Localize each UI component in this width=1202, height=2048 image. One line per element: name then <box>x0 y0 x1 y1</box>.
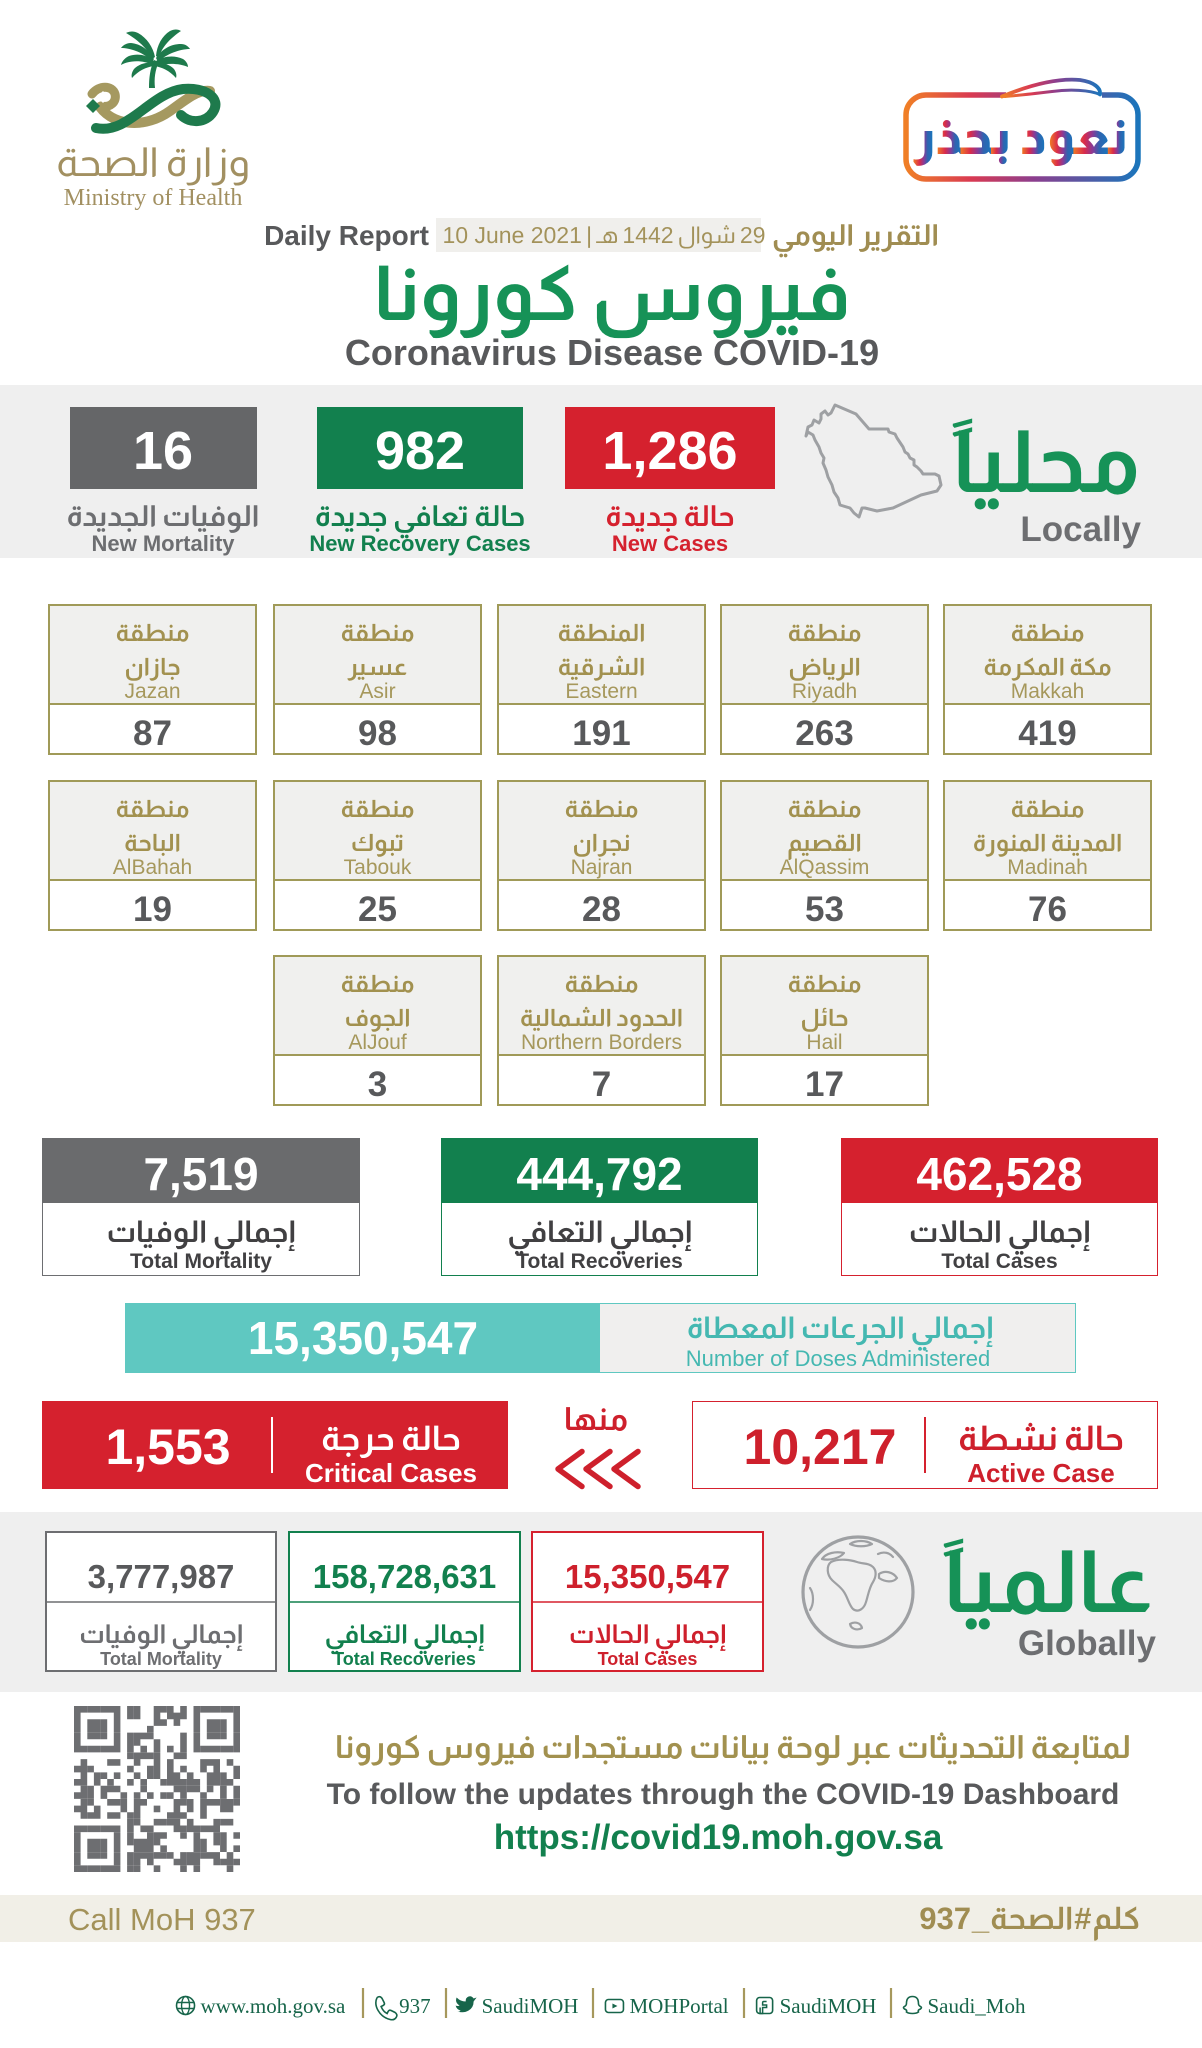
svg-text:Riyadh: Riyadh <box>792 680 857 703</box>
svg-text:158,728,631: 158,728,631 <box>313 1558 497 1595</box>
svg-text:AlJouf: AlJouf <box>348 1031 407 1054</box>
svg-text:28: 28 <box>582 890 621 929</box>
svg-text:76: 76 <box>1028 890 1067 929</box>
svg-text:Asir: Asir <box>359 680 395 703</box>
svg-text:Total Mortality: Total Mortality <box>100 1649 222 1669</box>
svg-text:Critical Cases: Critical Cases <box>305 1458 477 1488</box>
svg-text:17: 17 <box>805 1065 844 1104</box>
svg-text:To follow the updates through: To follow the updates through the COVID-… <box>327 1778 1120 1811</box>
svg-text:15,350,547: 15,350,547 <box>248 1312 478 1364</box>
svg-text:Makkah: Makkah <box>1011 680 1085 703</box>
svg-text:Globally: Globally <box>1018 1624 1157 1663</box>
svg-text:3: 3 <box>368 1065 387 1104</box>
svg-text:53: 53 <box>805 890 844 929</box>
svg-text:https://covid19.moh.gov.sa: https://covid19.moh.gov.sa <box>494 1818 943 1857</box>
svg-text:Coronavirus Disease COVID-19: Coronavirus Disease COVID-19 <box>345 332 879 373</box>
svg-text:Saudi_Moh: Saudi_Moh <box>927 1994 1026 2018</box>
svg-text:Locally: Locally <box>1020 510 1141 549</box>
svg-text:19: 19 <box>133 890 172 929</box>
svg-text:15,350,547: 15,350,547 <box>565 1558 730 1595</box>
svg-text:Madinah: Madinah <box>1007 856 1088 879</box>
svg-text:10,217: 10,217 <box>744 1419 897 1475</box>
svg-text:Ministry of Health: Ministry of Health <box>64 185 243 211</box>
svg-text:SaudiMOH: SaudiMOH <box>482 1994 579 2018</box>
svg-text:Number of Doses Administered: Number of Doses Administered <box>686 1346 990 1371</box>
svg-text:SaudiMOH: SaudiMOH <box>780 1994 877 2018</box>
svg-text:25: 25 <box>358 890 397 929</box>
svg-text:462,528: 462,528 <box>916 1148 1082 1200</box>
svg-text:16: 16 <box>133 421 193 481</box>
svg-text:Northern Borders: Northern Borders <box>521 1031 682 1054</box>
svg-text:419: 419 <box>1018 714 1076 753</box>
svg-text:Jazan: Jazan <box>124 680 180 703</box>
svg-text:www.moh.gov.sa: www.moh.gov.sa <box>201 1994 347 2018</box>
svg-text:98: 98 <box>358 714 397 753</box>
svg-text:87: 87 <box>133 714 172 753</box>
svg-text:Eastern: Eastern <box>565 680 637 703</box>
svg-text:Total Cases: Total Cases <box>598 1649 698 1669</box>
svg-text:191: 191 <box>572 714 630 753</box>
svg-text:New Mortality: New Mortality <box>91 531 235 556</box>
svg-text:Najran: Najran <box>571 856 633 879</box>
svg-text:937: 937 <box>399 1994 431 2018</box>
svg-text:Total Mortality: Total Mortality <box>130 1250 272 1273</box>
svg-text:7: 7 <box>592 1065 611 1104</box>
svg-text:263: 263 <box>795 714 853 753</box>
svg-text:Total Recoveries: Total Recoveries <box>333 1649 476 1669</box>
svg-text:982: 982 <box>375 421 465 481</box>
svg-text:Total Recoveries: Total Recoveries <box>516 1250 683 1273</box>
svg-text:1,286: 1,286 <box>602 421 737 481</box>
svg-text:3,777,987: 3,777,987 <box>88 1558 235 1595</box>
svg-text:Total Cases: Total Cases <box>941 1250 1057 1273</box>
svg-text:New Cases: New Cases <box>612 531 728 556</box>
svg-text:MOHPortal: MOHPortal <box>629 1994 728 2018</box>
svg-text:New Recovery Cases: New Recovery Cases <box>309 531 530 556</box>
svg-text:Hail: Hail <box>806 1031 842 1054</box>
svg-text:Daily Report: Daily Report <box>264 220 429 251</box>
svg-text:444,792: 444,792 <box>516 1148 682 1200</box>
svg-text:AlBahah: AlBahah <box>113 856 192 879</box>
svg-text:7,519: 7,519 <box>143 1148 258 1200</box>
svg-text:1,553: 1,553 <box>105 1419 230 1475</box>
svg-text:Call MoH 937: Call MoH 937 <box>68 1902 256 1937</box>
svg-text:Active Case: Active Case <box>967 1458 1114 1488</box>
svg-text:Tabouk: Tabouk <box>344 856 412 879</box>
svg-text:AlQassim: AlQassim <box>780 856 870 879</box>
